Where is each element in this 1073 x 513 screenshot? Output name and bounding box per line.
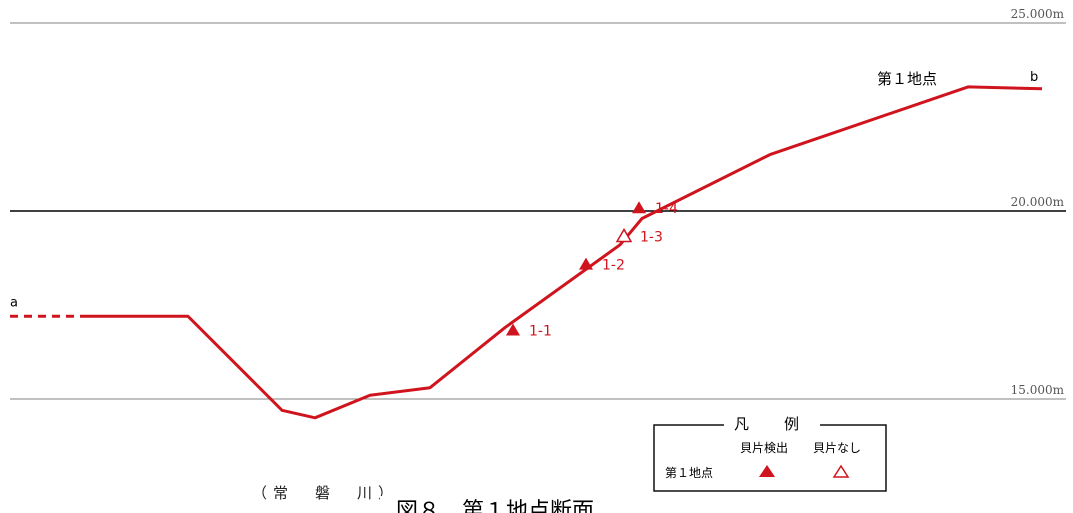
legend-box <box>653 424 887 492</box>
point-label: 1-2 <box>602 258 625 274</box>
point-filled-triangle <box>632 201 646 214</box>
point-filled-triangle <box>506 323 520 336</box>
legend-row-label: 第１地点 <box>665 466 713 480</box>
profile-line <box>85 85 1043 420</box>
legend-title: 凡 例 <box>734 415 809 433</box>
end-label-b: b <box>1030 70 1038 85</box>
point-filled-triangle <box>579 257 593 270</box>
legend-filled-triangle <box>759 465 775 477</box>
point-label: 1-4 <box>655 201 678 217</box>
legend-title-backdrop <box>724 414 820 434</box>
y-tick-labels: 25.000m 20.000m 15.000m <box>1011 7 1065 397</box>
point-label: 1-1 <box>529 323 552 339</box>
legend-col-none: 貝片なし <box>813 441 861 455</box>
sample-points: 1-1 1-2 1-3 1-4 <box>506 201 678 339</box>
y-tick-label: 25.000m <box>1011 7 1065 21</box>
ground-profile <box>10 85 1043 420</box>
point-label: 1-3 <box>640 229 663 245</box>
point-open-triangle <box>615 227 633 243</box>
y-tick-label: 15.000m <box>1011 383 1065 397</box>
river-label: （常 磐 川） <box>252 484 399 502</box>
place-label: 第１地点 <box>877 70 937 88</box>
figure-title: 図８ 第１地点断面 <box>396 499 594 513</box>
legend-col-detected: 貝片検出 <box>740 441 788 455</box>
legend-open-triangle <box>832 464 850 478</box>
grid-lines <box>10 22 1066 400</box>
end-label-a: a <box>10 295 18 310</box>
title-backdrop <box>380 496 660 513</box>
legend: 凡 例 貝片検出 貝片なし 第１地点 <box>653 414 887 492</box>
y-tick-label: 20.000m <box>1011 195 1065 209</box>
